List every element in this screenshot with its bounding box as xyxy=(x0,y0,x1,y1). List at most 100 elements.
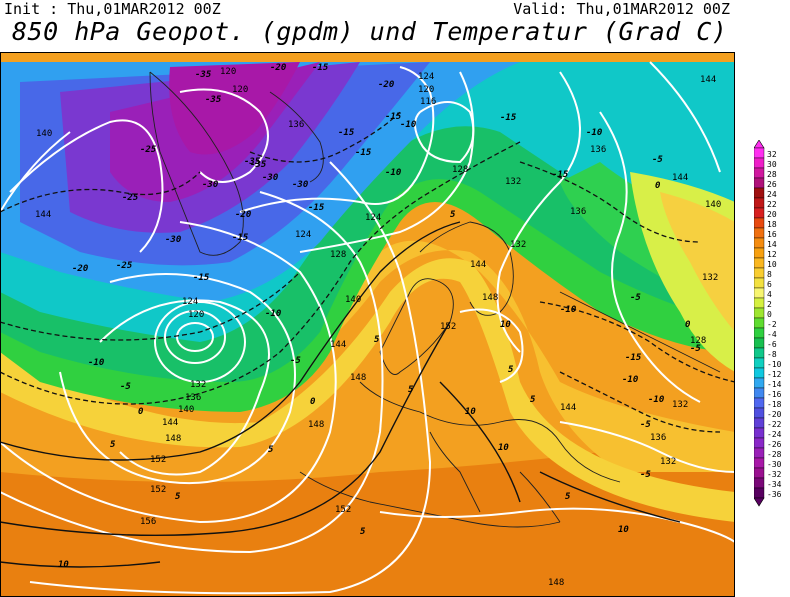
legend-swatch xyxy=(754,287,765,299)
legend-value: -24 xyxy=(767,430,782,439)
temp-label: -20 xyxy=(270,63,287,73)
temp-label: -10 xyxy=(88,358,105,368)
legend-value: -6 xyxy=(767,340,777,349)
temp-label: 5 xyxy=(360,527,366,537)
legend-value: -2 xyxy=(767,320,777,329)
temp-label: 5 xyxy=(450,210,456,220)
legend-swatch xyxy=(754,157,765,169)
contour-labels: 120 120 136 124 120 116 128 132 140 136 … xyxy=(35,63,721,588)
legend-value: 22 xyxy=(767,200,777,209)
temp-label: 5 xyxy=(374,335,380,345)
legend-value: 14 xyxy=(767,240,777,249)
legend-swatch xyxy=(754,377,765,389)
geopot-label: 120 xyxy=(220,67,236,77)
geopot-label: 124 xyxy=(295,230,311,240)
legend-swatch xyxy=(754,477,765,489)
legend-value: 20 xyxy=(767,210,777,219)
legend-swatch xyxy=(754,357,765,369)
color-legend: 32302826242220181614121086420-2-4-6-8-10… xyxy=(754,140,782,507)
legend-bars xyxy=(754,140,765,507)
legend-value: -12 xyxy=(767,370,782,379)
geopot-label: 148 xyxy=(482,293,498,303)
legend-swatch xyxy=(754,467,765,479)
legend-value: 18 xyxy=(767,220,777,229)
temp-label: 0 xyxy=(310,397,316,407)
temp-label: -15 xyxy=(385,112,402,122)
legend-value: -28 xyxy=(767,450,782,459)
temp-label: -20 xyxy=(72,264,89,274)
legend-swatch xyxy=(754,367,765,379)
geopot-label: 136 xyxy=(185,393,201,403)
legend-value: 16 xyxy=(767,230,777,239)
temp-label: -15 xyxy=(312,63,329,73)
legend-swatch xyxy=(754,217,765,229)
geopot-label: 132 xyxy=(510,240,526,250)
geopot-label: 156 xyxy=(140,517,156,527)
geopot-label: 120 xyxy=(232,85,248,95)
temp-label: -35 xyxy=(195,70,212,80)
geopot-label: 132 xyxy=(660,457,676,467)
temp-label: -10 xyxy=(648,395,665,405)
legend-value: -36 xyxy=(767,490,782,499)
temperature-contours-negative xyxy=(0,111,735,433)
legend-value: -16 xyxy=(767,390,782,399)
geopot-label: 136 xyxy=(650,433,666,443)
geopot-label: 124 xyxy=(418,72,434,82)
legend-swatch xyxy=(754,247,765,259)
temp-label: -5 xyxy=(630,293,641,303)
temp-label: -10 xyxy=(586,128,603,138)
legend-swatch xyxy=(754,147,765,159)
geopot-label: 136 xyxy=(590,145,606,155)
legend-value: 4 xyxy=(767,290,772,299)
geopot-label: 120 xyxy=(188,310,204,320)
temp-label: 5 xyxy=(408,385,414,395)
temperature-label-group: -35 -35 -35 -20 -15 -20 -30 -15 -15 -10 … xyxy=(58,63,701,570)
temp-label: -5 xyxy=(652,155,663,165)
header: Init : Thu,01MAR2012 00Z Valid: Thu,01MA… xyxy=(0,0,790,52)
legend-swatch xyxy=(754,397,765,409)
legend-swatch xyxy=(754,447,765,459)
temp-label: 0 xyxy=(655,181,661,191)
legend-value: 24 xyxy=(767,190,777,199)
temp-label: -25 xyxy=(140,145,157,155)
legend-swatch xyxy=(754,307,765,319)
geopot-label: 132 xyxy=(672,400,688,410)
legend-swatch xyxy=(754,327,765,339)
legend-value: -20 xyxy=(767,410,782,419)
temp-label: -30 xyxy=(165,235,182,245)
geopot-label: 152 xyxy=(440,322,456,332)
legend-value: 8 xyxy=(767,270,772,279)
legend-value: 26 xyxy=(767,180,777,189)
legend-swatch xyxy=(754,437,765,449)
legend-value: 10 xyxy=(767,260,777,269)
temp-label: -10 xyxy=(400,120,417,130)
temp-label: -5 xyxy=(690,344,701,354)
temp-label: -30 xyxy=(292,180,309,190)
legend-swatch xyxy=(754,487,765,499)
geopot-label: 140 xyxy=(36,129,52,139)
temp-label: -20 xyxy=(378,80,395,90)
geopot-label: 148 xyxy=(350,373,366,383)
geopot-label: 148 xyxy=(548,578,564,588)
temp-label: -10 xyxy=(560,305,577,315)
geopot-label: 140 xyxy=(178,405,194,415)
legend-swatch xyxy=(754,407,765,419)
temp-label: -15 xyxy=(338,128,355,138)
temp-label: 5 xyxy=(175,492,181,502)
geopot-label: 144 xyxy=(35,210,51,220)
temp-label: 10 xyxy=(498,443,509,453)
temp-label: -5 xyxy=(640,420,651,430)
geopot-label: 128 xyxy=(690,336,706,346)
legend-value: 2 xyxy=(767,300,772,309)
geopot-label: 152 xyxy=(335,505,351,515)
legend-value: -18 xyxy=(767,400,782,409)
legend-value: 28 xyxy=(767,170,777,179)
chart-title: 850 hPa Geopot. (gpdm) und Temperatur (G… xyxy=(12,17,728,46)
legend-swatch xyxy=(754,337,765,349)
geopot-label: 124 xyxy=(182,297,198,307)
temp-label: -5 xyxy=(640,470,651,480)
temp-label: -20 xyxy=(235,210,252,220)
temp-label: 10 xyxy=(465,407,476,417)
temp-label: 10 xyxy=(618,525,629,535)
legend-value: -14 xyxy=(767,380,782,389)
